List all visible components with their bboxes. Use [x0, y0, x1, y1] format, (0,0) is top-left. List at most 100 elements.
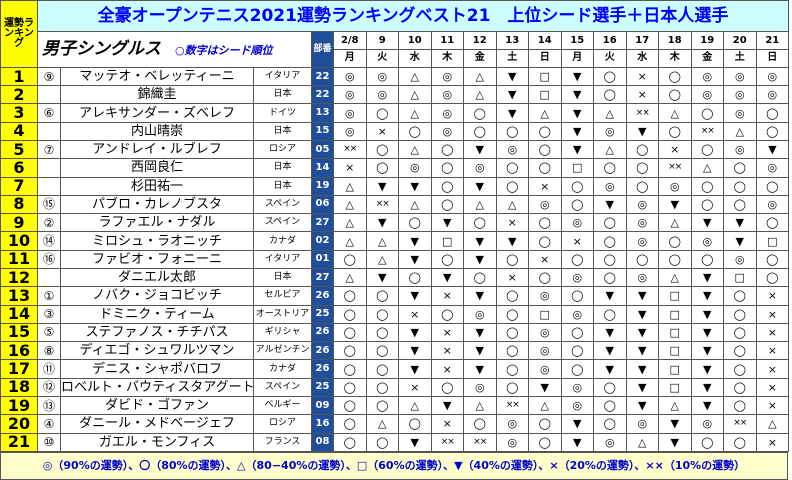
fortune-cell: ◎ — [723, 249, 757, 269]
fortune-cell: ▼ — [463, 139, 497, 160]
fortune-cell: ◯ — [333, 377, 367, 397]
fortune-cell: × — [398, 304, 432, 324]
rank-number: 5 — [0, 139, 38, 160]
fortune-cell: ▼ — [593, 341, 627, 361]
player-name: 杉田祐一 — [60, 176, 254, 196]
fortune-cell: ▼ — [658, 432, 692, 452]
fortune-cell: ▼ — [398, 249, 432, 269]
legend: ◎（90%の運勢）、〇（80%の運勢）、△（80−40%の運勢）、□（60%の運… — [0, 452, 788, 480]
fortune-cell: ◎ — [333, 103, 367, 123]
fortune-cell: ◯ — [658, 85, 692, 105]
fortune-cell: □ — [723, 267, 757, 288]
fortune-cell: ▼ — [625, 341, 659, 361]
seed-number: ⑭ — [37, 231, 61, 251]
player-row: 19 ⑬ ダビド・ゴファン ベルギー 09 ◯ ◯ △ ▼ △ ×× △ ◎ ◯ ▼ △ ▼ ◯ × — [0, 395, 790, 416]
player-row: 13 ① ノバク・ジョコビッチ セルビア 26 ◯ ◯ ▼ × ▼ ◯ ◎ ◯ ▼ ▼ □ ▼ ◯ × — [0, 286, 790, 306]
player-name: デニス・シャポバロフ — [60, 359, 254, 379]
fortune-cell: ◎ — [528, 341, 562, 361]
player-country: 日本 — [253, 267, 312, 288]
fortune-cell: ▼ — [430, 395, 464, 416]
weekday-header: 土 — [495, 49, 529, 68]
rank-number: 10 — [0, 231, 38, 251]
fortune-cell: ◎ — [658, 176, 692, 196]
fortune-cell: ◯ — [495, 377, 529, 397]
fortune-cell: × — [755, 304, 790, 324]
fortune-cell: △ — [495, 194, 529, 215]
fortune-cell: ▼ — [560, 432, 594, 452]
fortune-cell: △ — [398, 139, 432, 160]
player-number: 06 — [311, 194, 334, 215]
fortune-cell: △ — [723, 121, 757, 142]
fortune-cell: ◎ — [560, 377, 594, 397]
weekday-header: 月 — [333, 49, 367, 68]
fortune-cell: ◯ — [625, 158, 659, 178]
player-number: 19 — [311, 176, 334, 196]
fortune-cell: ◯ — [365, 359, 399, 379]
fortune-cell: ◯ — [690, 194, 724, 215]
player-row: 14 ③ ドミニク・ティーム オーストリア 25 ◯ ◯ × ◯ ◎ ◯ □ ◎ ◯ ▼ □ ▼ ◯ × — [0, 304, 790, 324]
fortune-cell: ◯ — [690, 176, 724, 196]
fortune-cell: ▼ — [625, 304, 659, 324]
fortune-cell: ◯ — [755, 249, 790, 269]
fortune-cell: × — [755, 395, 790, 416]
player-row: 15 ⑤ ステファノス・チチパス ギリシャ 26 ◯ ◯ ▼ × ▼ ◯ ◎ ◯ ▼ ▼ □ ▼ ◯ × — [0, 322, 790, 343]
seed-number — [37, 85, 61, 105]
fortune-cell: ◯ — [723, 176, 757, 196]
player-row: 2 錦織圭 日本 22 ◎ ◎ △ ◎ △ ▼ □ ▼ ◯ × ◯ ◎ ◎ ◎ — [0, 85, 790, 105]
seed-number: ② — [37, 213, 61, 233]
player-name: 錦織圭 — [60, 85, 254, 105]
fortune-cell: ◯ — [528, 267, 562, 288]
player-number: 22 — [311, 66, 334, 87]
player-country: ギリシャ — [253, 322, 312, 343]
fortune-cell: △ — [755, 414, 790, 434]
player-name: ラファエル・ナダル — [60, 213, 254, 233]
section-title-cell: 男子シングルス ○数字はシード順位 — [37, 31, 312, 68]
fortune-cell: ◯ — [755, 176, 790, 196]
fortune-cell: ◯ — [593, 231, 627, 251]
player-number: 22 — [311, 85, 334, 105]
fortune-cell: ◯ — [690, 432, 724, 452]
fortune-cell: ◎ — [430, 85, 464, 105]
fortune-cell: ◯ — [495, 359, 529, 379]
player-number: 26 — [311, 341, 334, 361]
fortune-cell: ▼ — [560, 414, 594, 434]
player-country: ドイツ — [253, 103, 312, 123]
fortune-cell: ◎ — [593, 176, 627, 196]
fortune-cell: ◯ — [398, 267, 432, 288]
fortune-cell: ▼ — [690, 304, 724, 324]
fortune-cell: × — [365, 121, 399, 142]
fortune-cell: ◯ — [755, 103, 790, 123]
fortune-cell: × — [430, 341, 464, 361]
fortune-cell: ▼ — [365, 267, 399, 288]
fortune-cell: ▼ — [690, 395, 724, 416]
fortune-cell: ◯ — [430, 139, 464, 160]
player-number: 05 — [311, 139, 334, 160]
fortune-cell: ▼ — [625, 286, 659, 306]
fortune-cell: ▼ — [463, 231, 497, 251]
player-row: 11 ⑯ ファビオ・フォニーニ イタリア 01 ◯ △ ▼ ◯ ▼ ◯ × ◯ ◯ ◯ ◯ ◯ ◎ ◯ — [0, 249, 790, 269]
fortune-cell: △ — [463, 395, 497, 416]
fortune-cell: △ — [398, 395, 432, 416]
date-header: 9 — [365, 31, 399, 51]
fortune-cell: ◯ — [560, 194, 594, 215]
fortune-cell: □ — [658, 286, 692, 306]
fortune-cell: ◯ — [723, 359, 757, 379]
fortune-cell: ◯ — [593, 249, 627, 269]
fortune-cell: ◎ — [690, 66, 724, 87]
fortune-cell: ◯ — [723, 304, 757, 324]
fortune-cell: ◎ — [593, 121, 627, 142]
date-header: 12 — [463, 31, 497, 51]
fortune-cell: ◯ — [430, 249, 464, 269]
player-country: スペイン — [253, 213, 312, 233]
date-header: 2/8 — [333, 31, 367, 51]
fortune-cell: ▼ — [658, 414, 692, 434]
fortune-cell: ◎ — [593, 432, 627, 452]
weekday-header: 月 — [560, 49, 594, 68]
player-country: イタリア — [253, 66, 312, 87]
fortune-cell: ◯ — [398, 414, 432, 434]
weekday-header: 日 — [528, 49, 562, 68]
rank-number: 19 — [0, 395, 38, 416]
player-country: フランス — [253, 432, 312, 452]
seed-number: ⑪ — [37, 359, 61, 379]
fortune-cell: ◯ — [593, 213, 627, 233]
